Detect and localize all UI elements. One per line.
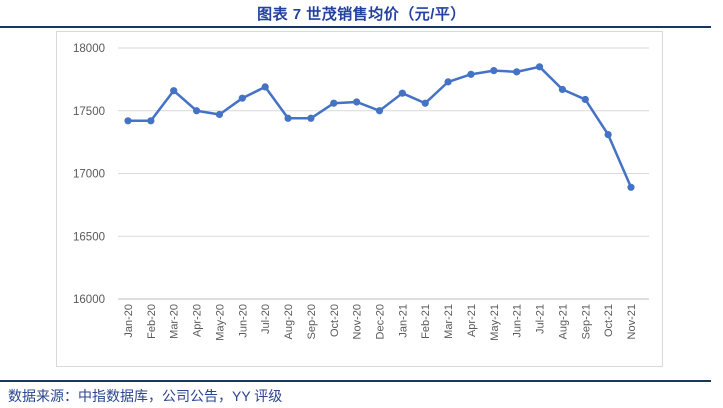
data-point-marker	[147, 117, 155, 125]
data-point-marker	[513, 68, 521, 76]
y-tick-label: 16500	[73, 231, 105, 243]
x-tick-label: Sep-20	[306, 304, 318, 339]
y-tick-label: 18000	[73, 43, 105, 55]
x-tick-label: Nov-20	[352, 304, 364, 339]
data-point-marker	[215, 110, 224, 119]
x-tick-label: Aug-20	[283, 304, 295, 339]
data-point-marker	[444, 78, 452, 86]
x-tick-label: Feb-21	[420, 304, 432, 339]
data-point-marker	[535, 63, 544, 71]
x-tick-label: Jul-21	[535, 304, 547, 334]
data-point-marker	[558, 85, 567, 94]
data-point-marker	[353, 98, 361, 106]
data-point-marker	[604, 130, 612, 139]
data-point-marker	[284, 114, 292, 122]
data-point-marker	[192, 107, 201, 115]
chart-canvas: 16000 16500 17000 17500 18000 Jan-20 Feb-20 Mar…	[73, 43, 649, 341]
x-tick-label: Jan-21	[397, 304, 409, 338]
y-tick-label: 16000	[73, 294, 105, 306]
title-divider	[0, 26, 711, 28]
x-tick-label: May-21	[489, 304, 501, 341]
data-point-marker	[170, 87, 178, 95]
x-tick-label: May-20	[214, 304, 226, 341]
x-tick-label: Jun-21	[512, 304, 524, 338]
x-tick-label: Oct-20	[329, 304, 341, 337]
x-tick-label: Oct-21	[603, 304, 615, 337]
x-tick-label: Apr-20	[192, 304, 204, 337]
data-point-marker	[375, 107, 384, 115]
x-tick-label: Sep-21	[580, 304, 592, 339]
page-title: 图表 7 世茂销售均价（元/平）	[257, 6, 466, 23]
x-tick-label: Mar-20	[169, 304, 181, 339]
data-point-marker	[330, 99, 338, 107]
data-point-marker	[238, 94, 246, 102]
data-point-marker	[581, 95, 589, 104]
y-tick-label: 17000	[73, 169, 105, 181]
footer-divider	[0, 380, 711, 382]
x-tick-label: Feb-20	[146, 304, 158, 339]
x-tick-label: Jan-20	[123, 304, 135, 338]
y-tick-label: 17500	[73, 106, 105, 118]
price-line	[126, 65, 633, 189]
data-point-marker	[421, 99, 429, 107]
data-point-marker	[467, 70, 475, 78]
x-tick-label: Aug-21	[557, 304, 569, 339]
x-tick-label: Apr-21	[466, 304, 478, 337]
data-point-marker	[490, 66, 498, 75]
data-point-marker	[261, 83, 269, 91]
chart-container: 16000 16500 17000 17500 18000 Jan-20 Feb-20 Mar…	[56, 31, 663, 367]
x-tick-label: Mar-21	[443, 304, 455, 339]
data-point-marker	[307, 114, 315, 122]
footer-source-text: 数据来源：中指数据库，公司公告，YY 评级	[8, 388, 283, 404]
x-tick-label: Dec-20	[375, 304, 387, 339]
data-point-marker	[124, 117, 132, 125]
x-tick-label: Nov-21	[626, 304, 638, 339]
x-tick-label: Jun-20	[237, 304, 249, 338]
data-point-marker	[627, 183, 635, 191]
x-tick-label: Jul-20	[260, 304, 272, 334]
data-point-marker	[398, 89, 406, 97]
